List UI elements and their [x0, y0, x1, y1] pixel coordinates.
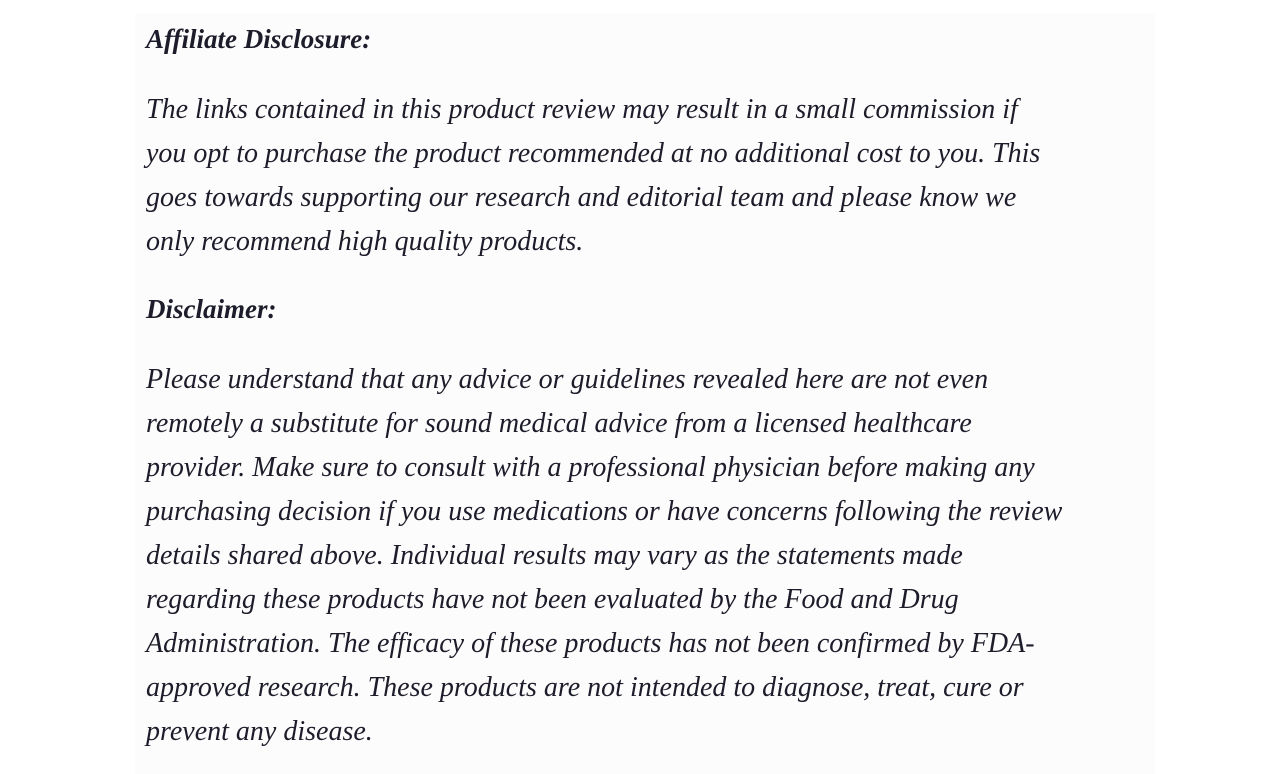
text-line: details shared above. Individual results… [146, 540, 963, 571]
text-line: remotely a substitute for sound medical … [146, 408, 972, 439]
text-line: Please understand that any advice or gui… [146, 364, 989, 395]
disclaimer-text: Please understand that any advice or gui… [146, 358, 1062, 754]
text-line: provider. Make sure to consult with a pr… [146, 452, 1035, 483]
affiliate-disclosure-heading: Affiliate Disclosure: [146, 24, 372, 54]
text-line: Administration. The efficacy of these pr… [146, 628, 1035, 659]
text-line: only recommend high quality products. [146, 226, 584, 257]
disclosure-panel [135, 14, 1155, 774]
text-line: The links contained in this product revi… [146, 94, 1018, 125]
affiliate-disclosure-text: The links contained in this product revi… [146, 88, 1040, 264]
text-line: purchasing decision if you use medicatio… [146, 496, 1063, 527]
text-line: goes towards supporting our research and… [146, 182, 1017, 213]
text-line: regarding these products have not been e… [146, 584, 959, 615]
text-line: approved research. These products are no… [146, 672, 1024, 703]
disclaimer-heading: Disclaimer: [146, 294, 277, 324]
text-line: you opt to purchase the product recommen… [146, 138, 1041, 169]
text-line: prevent any disease. [146, 716, 373, 747]
